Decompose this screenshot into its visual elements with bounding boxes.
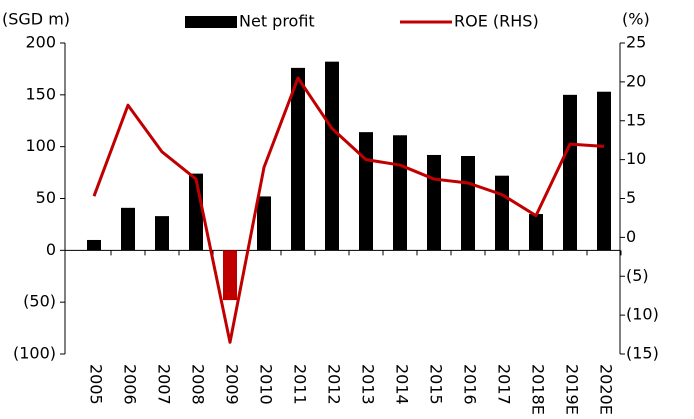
y2-tick-label: 20 (626, 71, 646, 90)
y-tick-label: 150 (25, 84, 56, 103)
bar (529, 214, 543, 251)
x-tick-label: 2006 (121, 364, 140, 405)
x-tick-label: 2007 (155, 364, 174, 405)
x-tick-label: 2020E (597, 364, 616, 415)
y2-tick-label: (10) (626, 305, 659, 324)
x-tick-label: 2017 (495, 364, 514, 405)
bar (495, 175, 509, 251)
y-tick-label: (50) (23, 292, 56, 311)
bar (155, 216, 169, 251)
x-tick-label: 2018E (529, 364, 548, 415)
bar (291, 67, 305, 251)
x-tick-label: 2015 (427, 364, 446, 405)
y2-tick-label: 10 (626, 149, 646, 168)
bar (257, 196, 271, 251)
y-tick-label: 200 (25, 33, 56, 52)
x-tick-label: 2013 (359, 364, 378, 405)
bar (223, 250, 237, 301)
y2-tick-label: 25 (626, 33, 646, 52)
bar (597, 91, 611, 251)
bar (325, 61, 339, 251)
bar (461, 155, 475, 251)
bar (427, 154, 441, 251)
x-tick-label: 2016 (461, 364, 480, 405)
x-tick-label: 2009 (223, 364, 242, 405)
line (92, 76, 605, 344)
bar (393, 135, 407, 251)
x-tick-label: 2012 (325, 364, 344, 405)
x-tick-label: 2010 (257, 364, 276, 405)
x-tick-label: 2014 (393, 364, 412, 405)
x-tick-label: 2008 (189, 364, 208, 405)
x-tick-label: 2019E (563, 364, 582, 415)
bar (563, 94, 577, 251)
y2-tick-label: (5) (626, 266, 649, 285)
y2-tick-label: 0 (626, 227, 636, 246)
y2-tick-label: (15) (626, 344, 659, 363)
bar (359, 132, 373, 251)
x-tick-label: 2005 (87, 364, 106, 405)
y-tick-label: (100) (13, 344, 56, 363)
bar (121, 207, 135, 251)
y2-tick-label: 15 (626, 110, 646, 129)
y2-tick-label: 5 (626, 188, 636, 207)
y-tick-label: 50 (36, 188, 56, 207)
legend-label: Net profit (239, 12, 315, 31)
y-axis-title: (SGD m) (2, 10, 70, 29)
y-tick-label: 0 (46, 240, 56, 259)
legend-label: ROE (RHS) (454, 12, 539, 31)
x-tick-label: 2011 (291, 364, 310, 405)
bar (87, 239, 101, 251)
legend-swatch (185, 16, 237, 28)
y-tick-label: 100 (25, 136, 56, 155)
y2-axis-title: (%) (622, 10, 650, 29)
